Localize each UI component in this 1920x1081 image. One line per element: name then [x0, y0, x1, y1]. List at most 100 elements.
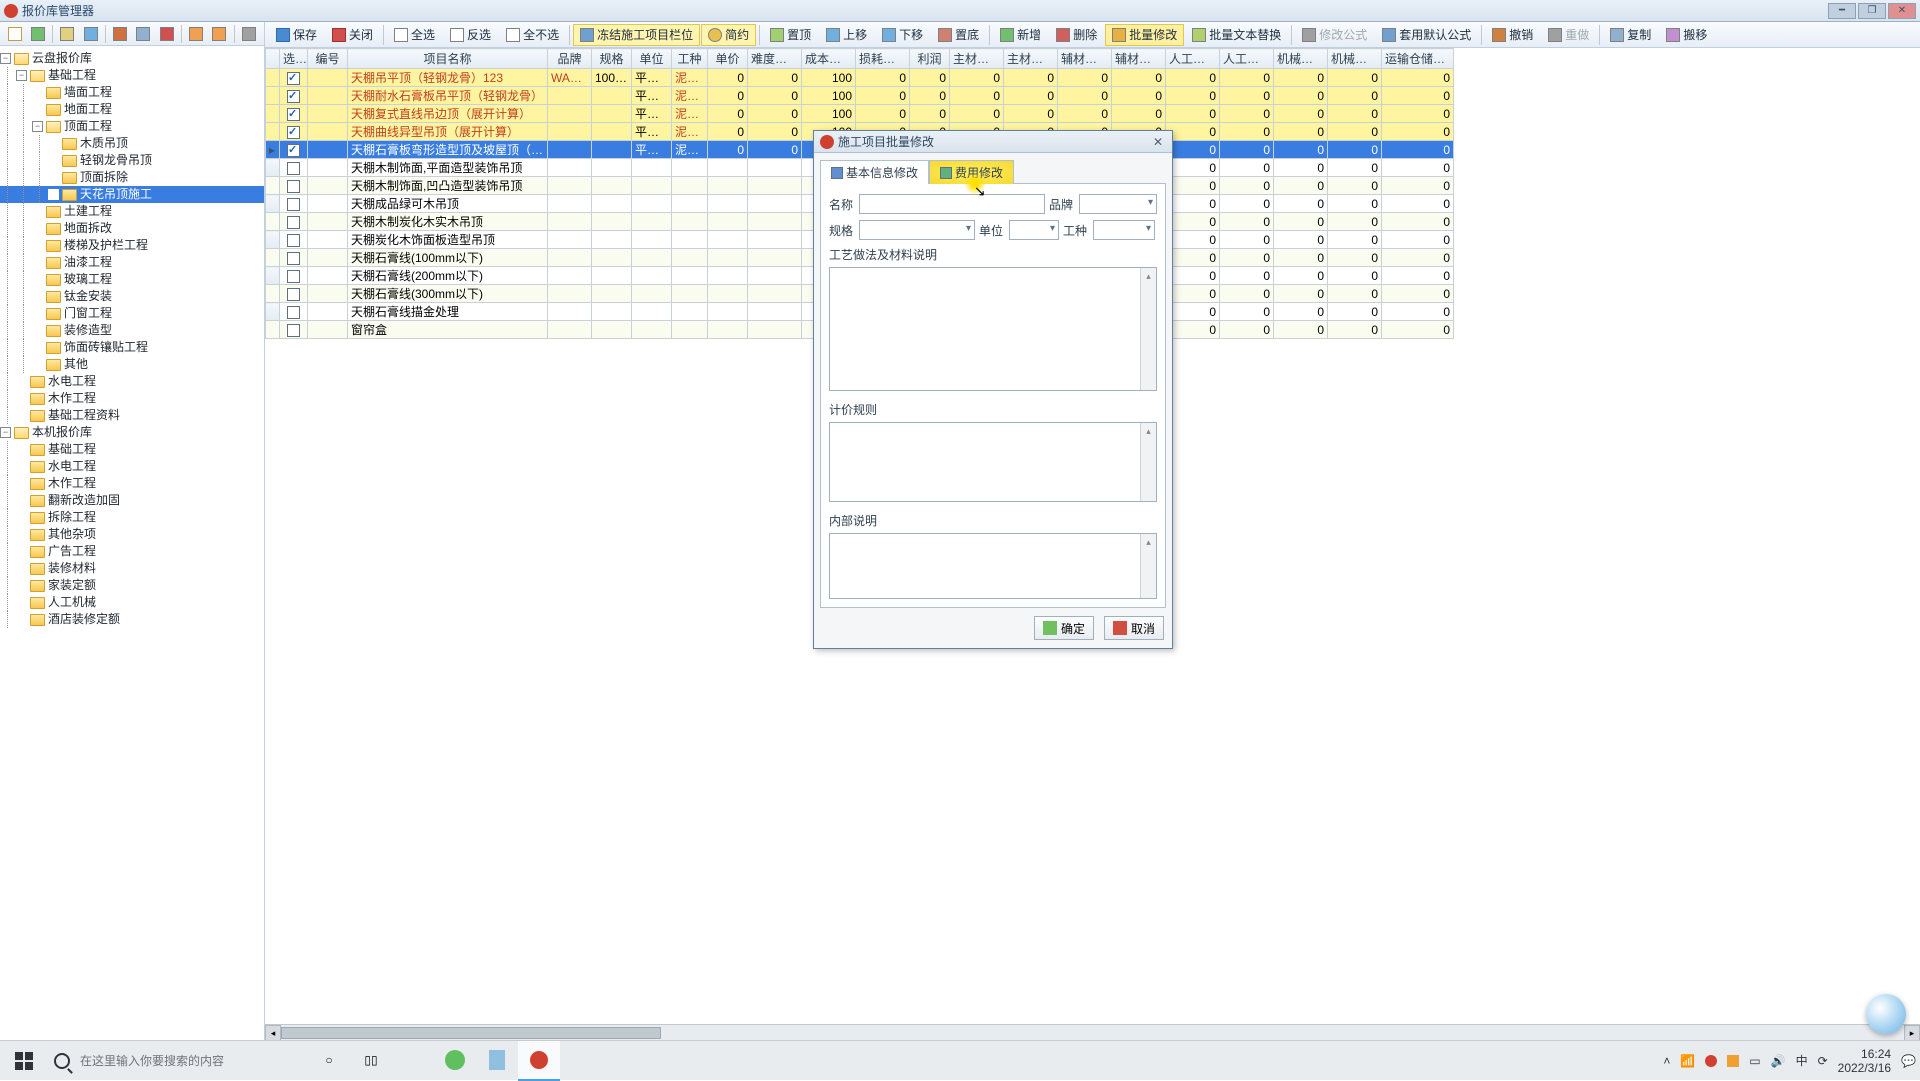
invert-select-button[interactable]: 反选 [443, 24, 498, 46]
tree-down-icon[interactable] [209, 24, 230, 44]
tree-node[interactable]: 基础工程资料 [0, 407, 264, 424]
tree-node[interactable]: 其他杂项 [0, 526, 264, 543]
tree-node[interactable]: 土建工程 [0, 203, 264, 220]
tree-node[interactable]: 水电工程 [0, 373, 264, 390]
tree-node[interactable]: 轻钢龙骨吊顶 [0, 152, 264, 169]
brief-button[interactable]: 简约 [701, 24, 756, 46]
task-explorer[interactable] [392, 1041, 434, 1081]
tray-sync-icon[interactable]: ⟳ [1818, 1054, 1828, 1068]
tree-node[interactable]: 水电工程 [0, 458, 264, 475]
edit-formula-button[interactable]: 修改公式 [1295, 24, 1374, 46]
undo-button[interactable]: 撤销 [1485, 24, 1540, 46]
select-none-button[interactable]: 全不选 [499, 24, 566, 46]
combo-spec[interactable] [859, 220, 975, 240]
task-notepad[interactable] [476, 1041, 518, 1081]
tree-node[interactable]: 地面拆改 [0, 220, 264, 237]
horizontal-scrollbar[interactable]: ◂ ▸ [265, 1024, 1920, 1040]
tree-node[interactable]: 木质吊顶 [0, 135, 264, 152]
move-top-button[interactable]: 置顶 [763, 24, 818, 46]
freeze-columns-button[interactable]: 冻结施工项目栏位 [573, 24, 700, 46]
tree-node[interactable]: 装修材料 [0, 560, 264, 577]
task-browser[interactable] [434, 1041, 476, 1081]
minimize-button[interactable]: ━ [1828, 3, 1856, 19]
tray-volume-icon[interactable]: 🔊 [1771, 1054, 1786, 1068]
save-button[interactable]: 保存 [269, 24, 324, 46]
dialog-close-icon[interactable]: ✕ [1150, 135, 1166, 149]
tree-copy-icon[interactable] [133, 24, 154, 44]
task-view[interactable]: ▯▯ [350, 1041, 392, 1081]
textarea-pricing[interactable]: ▴ [829, 422, 1157, 502]
add-button[interactable]: 新增 [993, 24, 1048, 46]
tree-trash-icon[interactable] [239, 24, 260, 44]
tree-node[interactable]: −基础工程 [0, 67, 264, 84]
tree-node[interactable]: 门窗工程 [0, 305, 264, 322]
start-button[interactable] [0, 1041, 48, 1081]
tree-new-icon[interactable] [4, 24, 25, 44]
move-down-button[interactable]: 下移 [875, 24, 930, 46]
close-window-button[interactable]: ✕ [1888, 3, 1916, 19]
tree-node[interactable]: 木作工程 [0, 475, 264, 492]
tree-node[interactable]: 顶面拆除 [0, 169, 264, 186]
tree[interactable]: −云盘报价库−基础工程墙面工程地面工程−顶面工程木质吊顶轻钢龙骨吊顶顶面拆除天花… [0, 46, 264, 632]
textarea-process[interactable]: ▴ [829, 267, 1157, 391]
tree-node[interactable]: 饰面砖镶贴工程 [0, 339, 264, 356]
delete-button[interactable]: 删除 [1049, 24, 1104, 46]
scroll-right-icon[interactable]: ▸ [1904, 1025, 1920, 1040]
tree-node[interactable]: 油漆工程 [0, 254, 264, 271]
tree-refresh-icon[interactable] [80, 24, 101, 44]
tree-node[interactable]: 广告工程 [0, 543, 264, 560]
move-up-button[interactable]: 上移 [819, 24, 874, 46]
tree-cut-icon[interactable] [110, 24, 131, 44]
tree-node[interactable]: 墙面工程 [0, 84, 264, 101]
scroll-left-icon[interactable]: ◂ [265, 1025, 281, 1040]
tree-node[interactable]: 翻新改造加固 [0, 492, 264, 509]
maximize-button[interactable]: ❐ [1858, 3, 1886, 19]
tray-chevron-icon[interactable]: ˄ [1663, 1054, 1670, 1068]
tree-node[interactable]: 酒店装修定额 [0, 611, 264, 628]
close-button[interactable]: 关闭 [325, 24, 380, 46]
tree-node[interactable]: 家装定额 [0, 577, 264, 594]
tree-node[interactable]: 玻璃工程 [0, 271, 264, 288]
tree-node[interactable]: 钛金安装 [0, 288, 264, 305]
tree-node[interactable]: −顶面工程 [0, 118, 264, 135]
tree-add-icon[interactable] [27, 24, 48, 44]
batch-edit-button[interactable]: 批量修改 [1105, 24, 1184, 46]
system-tray[interactable]: ˄ 📶 ▭ 🔊 中 ⟳ 16:24 2022/3/16 💬 [1663, 1047, 1920, 1075]
apply-default-formula-button[interactable]: 套用默认公式 [1375, 24, 1478, 46]
tab-cost-edit[interactable]: 费用修改 [929, 160, 1014, 184]
tab-basic-info[interactable]: 基本信息修改 [820, 160, 929, 184]
tree-node[interactable]: 其他 [0, 356, 264, 373]
clock[interactable]: 16:24 2022/3/16 [1838, 1047, 1891, 1075]
tree-node[interactable]: −本机报价库 [0, 424, 264, 441]
dialog-titlebar[interactable]: 施工项目批量修改 ✕ [814, 131, 1172, 153]
combo-craft[interactable] [1093, 220, 1155, 240]
tree-node[interactable]: −云盘报价库 [0, 50, 264, 67]
tree-node[interactable]: 楼梯及护栏工程 [0, 237, 264, 254]
tray-ime-icon[interactable]: 中 [1796, 1052, 1808, 1069]
cancel-button[interactable]: 取消 [1104, 616, 1164, 640]
textarea-internal[interactable]: ▴ [829, 533, 1157, 599]
ok-button[interactable]: 确定 [1034, 616, 1094, 640]
batch-text-replace-button[interactable]: 批量文本替换 [1185, 24, 1288, 46]
combo-unit[interactable] [1009, 220, 1059, 240]
tree-up-icon[interactable] [186, 24, 207, 44]
tree-edit-icon[interactable] [57, 24, 78, 44]
tree-node[interactable]: 天花吊顶施工 [0, 186, 264, 203]
tree-node[interactable]: 地面工程 [0, 101, 264, 118]
tray-app1-icon[interactable] [1705, 1055, 1717, 1067]
redo-button[interactable]: 重做 [1541, 24, 1596, 46]
combo-brand[interactable] [1079, 194, 1157, 214]
tree-node[interactable]: 木作工程 [0, 390, 264, 407]
move-bottom-button[interactable]: 置底 [931, 24, 986, 46]
input-name[interactable] [859, 194, 1045, 214]
task-current-app[interactable] [518, 1041, 560, 1081]
select-all-button[interactable]: 全选 [387, 24, 442, 46]
taskbar-search[interactable]: 在这里输入你要搜索的内容 [48, 1041, 308, 1081]
tree-node[interactable]: 拆除工程 [0, 509, 264, 526]
tray-notifications-icon[interactable]: 💬 [1901, 1054, 1916, 1068]
tray-battery-icon[interactable]: ▭ [1749, 1054, 1760, 1068]
copy-button[interactable]: 复制 [1603, 24, 1658, 46]
tray-wifi-icon[interactable]: 📶 [1680, 1054, 1695, 1068]
tree-node[interactable]: 装修造型 [0, 322, 264, 339]
tree-node[interactable]: 人工机械 [0, 594, 264, 611]
